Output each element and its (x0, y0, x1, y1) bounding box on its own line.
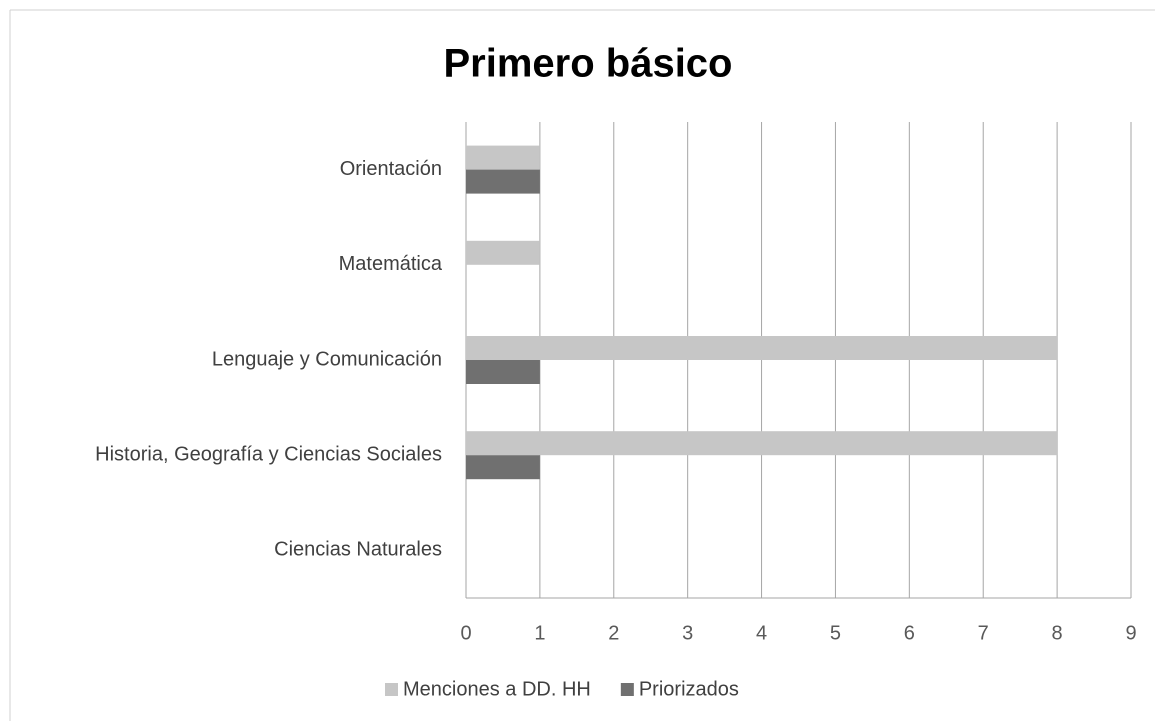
bar (466, 169, 540, 194)
x-tick-label: 8 (1052, 622, 1063, 644)
bar (466, 240, 540, 265)
legend-label: Priorizados (639, 678, 739, 700)
chart-title: Primero básico (443, 42, 732, 86)
bar (466, 360, 540, 384)
y-tick-label: Orientación (340, 158, 442, 180)
bar (466, 145, 540, 170)
y-tick-label: Lenguaje y Comunicación (212, 348, 442, 370)
bar (466, 455, 540, 480)
y-tick-label: Historia, Geografía y Ciencias Sociales (95, 443, 442, 465)
y-tick-label: Matemática (339, 253, 443, 275)
x-tick-label: 7 (978, 622, 989, 644)
x-tick-label: 9 (1125, 622, 1136, 644)
x-tick-label: 0 (460, 622, 471, 644)
legend-swatch (385, 683, 398, 696)
x-tick-label: 6 (904, 622, 915, 644)
bar (466, 336, 1058, 360)
legend-swatch (620, 683, 634, 696)
x-tick-label: 5 (830, 622, 841, 644)
x-tick-label: 4 (756, 622, 767, 644)
bar (466, 431, 1058, 456)
x-tick-label: 1 (534, 622, 545, 644)
x-tick-label: 3 (682, 622, 693, 644)
y-tick-label: Ciencias Naturales (274, 539, 442, 561)
legend-label: Menciones a DD. HH (403, 678, 591, 700)
x-tick-label: 2 (608, 622, 619, 644)
